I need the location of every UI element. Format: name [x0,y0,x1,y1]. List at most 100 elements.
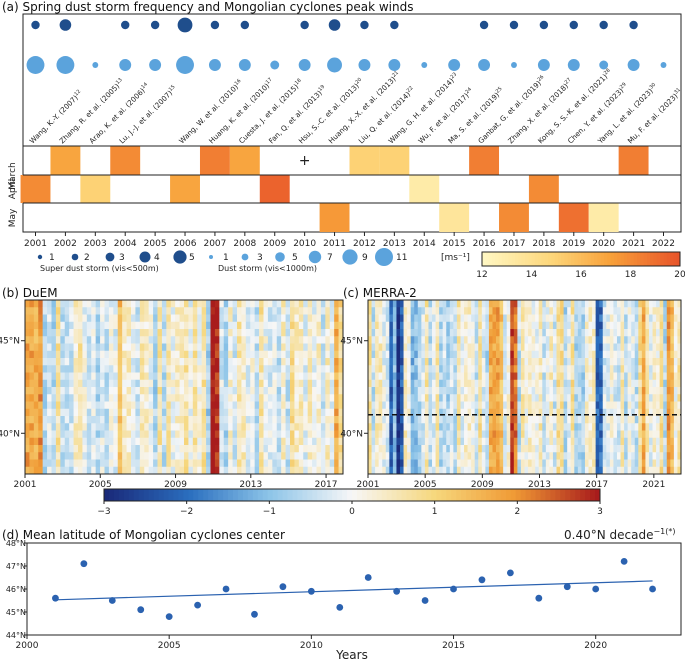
hovmoller-cell [424,401,429,410]
hovmoller-cell [606,350,611,359]
hovmoller-cell [184,416,189,424]
hovmoller-cell [485,459,490,468]
hovmoller-cell [78,372,83,381]
hovmoller-cell [599,437,604,446]
hovmoller-cell [542,416,547,424]
anomaly-colorbar-segment [361,489,368,501]
hovmoller-cell [474,394,479,402]
hovmoller-cell [184,358,189,366]
anomaly-colorbar-segment [282,489,289,501]
hovmoller-cell [563,416,568,424]
hovmoller-cell [214,416,220,424]
hovmoller-cell [312,336,317,344]
hovmoller-cell [78,336,83,344]
wind-colorbar-segment [501,252,506,266]
hovmoller-cell [188,350,194,359]
hovmoller-cell [290,336,295,344]
hovmoller-cell [223,437,229,446]
hovmoller-cell [303,401,308,410]
hovmoller-cell [648,445,653,453]
hovmoller-cell [460,430,465,439]
hovmoller-cell [503,358,508,366]
hovmoller-cell [645,358,650,366]
anomaly-colorbar-segment [352,489,358,501]
hovmoller-cell [294,307,300,315]
hovmoller-cell [524,423,529,431]
hovmoller-cell [316,430,322,439]
hovmoller-cell [513,307,518,315]
hovmoller-cell [166,459,172,468]
hovmoller-cell [592,459,596,468]
hovmoller-cell [29,387,35,395]
hovmoller-cell [524,387,529,395]
hovmoller-cell [371,365,376,373]
hovmoller-cell [471,350,476,359]
hovmoller-cell [656,379,660,388]
hovmoller-cell [456,394,461,402]
hovmoller-cell [51,343,57,352]
hovmoller-cell [338,321,344,330]
hovmoller-cell [78,416,83,424]
hovmoller-cell [478,387,483,395]
hovmoller-cell [245,372,251,381]
super-dust-storm-row [31,17,638,33]
hovmoller-cell [254,423,260,431]
hovmoller-cell [624,336,628,344]
hovmoller-cell [175,321,180,330]
hovmoller-cell [276,394,282,402]
hovmoller-cell [276,365,282,373]
hovmoller-cell [538,343,543,352]
super-dust-legend-label: Super dust storm (vis<500m) [40,264,159,273]
hovmoller-cell [492,336,497,344]
hovmoller-cell [442,423,447,431]
hovmoller-cell [161,336,167,344]
hovmoller-cell [382,416,387,424]
hovmoller-cell [338,445,344,453]
hovmoller-cell [510,387,515,395]
hovmoller-cell [179,437,185,446]
hovmoller-cell [641,329,646,337]
hovmoller-cell [574,466,579,475]
wind-colorbar-segment [531,252,536,266]
hovmoller-cell [117,336,123,344]
hovmoller-cell [599,387,604,395]
hovmoller-cell [442,314,447,323]
hovmoller-cell [153,343,158,352]
hovmoller-cell [496,423,500,431]
hovmoller-cell [175,314,180,323]
hovmoller-cell [188,307,194,315]
hovmoller-cell [33,445,39,453]
hovmoller-cell [389,423,394,431]
anomaly-colorbar-segment [262,489,269,501]
hovmoller-cell [421,300,426,308]
hovmoller-cell [453,372,458,381]
hovmoller-cell [488,321,493,330]
hovmoller-cell [161,437,167,446]
hovmoller-cell [460,350,465,359]
hovmoller-cell [446,365,451,373]
hovmoller-cell [513,423,518,431]
hovmoller-cell [214,459,220,468]
hovmoller-cell [648,343,653,352]
hovmoller-cell [492,300,497,308]
hovmoller-cell [38,307,43,315]
hovmoller-cell [108,350,114,359]
hovmoller-cell [595,307,600,315]
hovmoller-cell [517,358,522,366]
hovmoller-cell [417,379,422,388]
hovmoller-cell [290,445,295,453]
hovmoller-cell [602,329,607,337]
hovmoller-cell [528,307,532,315]
hovmoller-cell [223,358,229,366]
hovmoller-cell [316,365,322,373]
hovmoller-cell [73,329,79,337]
hovmoller-cell [371,445,376,453]
hovmoller-cell [535,314,540,323]
anomaly-colorbar-segment [406,489,413,501]
hovmoller-cell [410,379,415,388]
hovmoller-cell [499,387,504,395]
hovmoller-cell [100,423,105,431]
hovmoller-cell [104,314,110,323]
hovmoller-cell [666,307,671,315]
hovmoller-cell [656,423,660,431]
